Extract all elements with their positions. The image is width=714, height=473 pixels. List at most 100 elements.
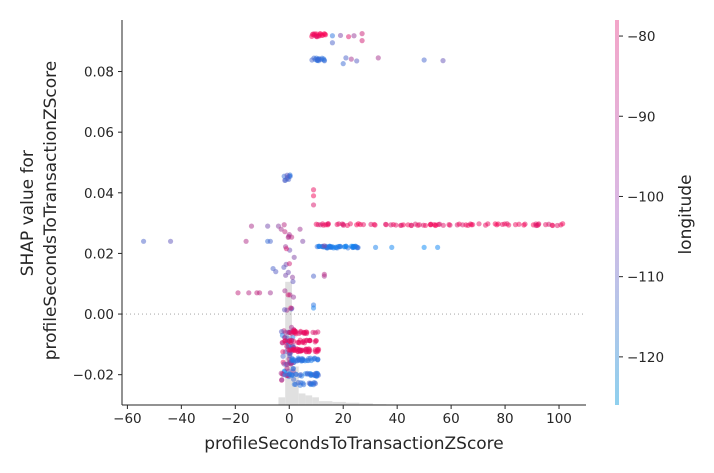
- data-point: [290, 365, 296, 372]
- data-point: [235, 290, 241, 296]
- data-point: [304, 370, 310, 376]
- data-point: [297, 372, 303, 378]
- data-point: [415, 222, 421, 228]
- data-point: [314, 370, 320, 376]
- data-point: [354, 58, 360, 64]
- data-point: [300, 339, 306, 345]
- data-point: [371, 221, 377, 228]
- data-point: [372, 244, 379, 250]
- data-point: [291, 376, 297, 382]
- y-axis-title-line-2: profileSecondsToTransactionZScore: [41, 61, 61, 361]
- data-point: [383, 222, 389, 228]
- x-tick-label: 0: [285, 411, 294, 427]
- data-point: [285, 234, 291, 240]
- data-point: [495, 221, 501, 227]
- x-tick-label: 80: [496, 411, 513, 427]
- data-point: [389, 244, 395, 250]
- data-point: [325, 221, 331, 227]
- data-point: [267, 290, 273, 296]
- x-tick-label: 20: [335, 411, 352, 427]
- data-point: [297, 226, 303, 232]
- colorbar-tick-label: −100: [627, 189, 664, 205]
- data-point: [516, 221, 522, 227]
- data-point: [310, 202, 317, 208]
- data-point: [421, 57, 427, 63]
- colorbar-tick-label: −110: [627, 270, 664, 286]
- histogram-bar: [305, 395, 313, 405]
- data-point: [289, 274, 296, 280]
- data-point: [346, 34, 352, 40]
- data-point: [432, 222, 438, 229]
- data-point: [300, 238, 306, 244]
- data-point: [329, 40, 336, 46]
- data-point: [288, 324, 295, 330]
- data-point: [290, 278, 296, 285]
- data-point: [468, 222, 475, 228]
- y-axis-title-line-1: SHAP value for: [18, 150, 38, 276]
- y-tick-label: 0.04: [84, 186, 114, 202]
- data-point: [359, 31, 365, 37]
- data-point: [246, 290, 252, 296]
- data-point: [309, 57, 315, 63]
- data-point: [317, 222, 324, 228]
- histogram-bar: [318, 401, 333, 405]
- y-tick-label: 0.02: [84, 246, 114, 262]
- data-point: [278, 329, 285, 335]
- data-point: [321, 56, 327, 62]
- x-tick-label: −20: [221, 411, 250, 427]
- data-point: [312, 330, 318, 336]
- y-tick-label: 0.08: [84, 65, 114, 81]
- data-point: [292, 381, 299, 387]
- x-tick-label: −40: [167, 411, 196, 427]
- data-point: [291, 254, 297, 260]
- data-point: [560, 221, 566, 227]
- data-point: [286, 338, 293, 344]
- data-point: [348, 56, 354, 62]
- x-tick-label: 100: [546, 411, 572, 427]
- data-point: [435, 244, 441, 250]
- data-point: [286, 371, 293, 378]
- data-point: [282, 338, 289, 344]
- data-point: [282, 288, 288, 294]
- data-point: [339, 221, 345, 227]
- data-point: [554, 222, 560, 229]
- data-point: [313, 221, 319, 227]
- data-point: [343, 243, 349, 250]
- histogram-bar: [359, 403, 373, 405]
- data-point: [293, 371, 299, 377]
- data-point: [290, 294, 297, 300]
- data-point: [353, 243, 359, 250]
- data-point: [506, 222, 512, 228]
- data-point: [282, 229, 288, 235]
- data-point: [340, 61, 346, 67]
- histogram-bar: [278, 397, 286, 405]
- data-point: [337, 32, 344, 39]
- y-tick-label: −0.02: [73, 368, 114, 384]
- x-axis-title: profileSecondsToTransactionZScore: [204, 434, 504, 454]
- data-point: [287, 347, 293, 353]
- data-point: [273, 269, 279, 275]
- data-point: [280, 353, 286, 359]
- data-point: [310, 305, 317, 311]
- data-point: [310, 193, 317, 199]
- data-point: [446, 222, 452, 228]
- data-point: [440, 58, 446, 64]
- data-point: [310, 273, 317, 279]
- data-point: [283, 246, 289, 252]
- data-point: [267, 238, 273, 244]
- data-point: [281, 222, 287, 228]
- data-point: [388, 222, 394, 228]
- data-point: [421, 244, 427, 250]
- data-point: [343, 55, 349, 61]
- data-point: [167, 238, 174, 244]
- data-point: [316, 243, 322, 249]
- data-point: [329, 33, 336, 39]
- data-point: [485, 221, 491, 227]
- data-point: [319, 32, 325, 38]
- data-point: [359, 38, 365, 44]
- data-point: [344, 222, 351, 229]
- data-point: [315, 346, 321, 353]
- data-point: [398, 222, 405, 228]
- data-point: [360, 221, 367, 228]
- data-point: [420, 222, 427, 228]
